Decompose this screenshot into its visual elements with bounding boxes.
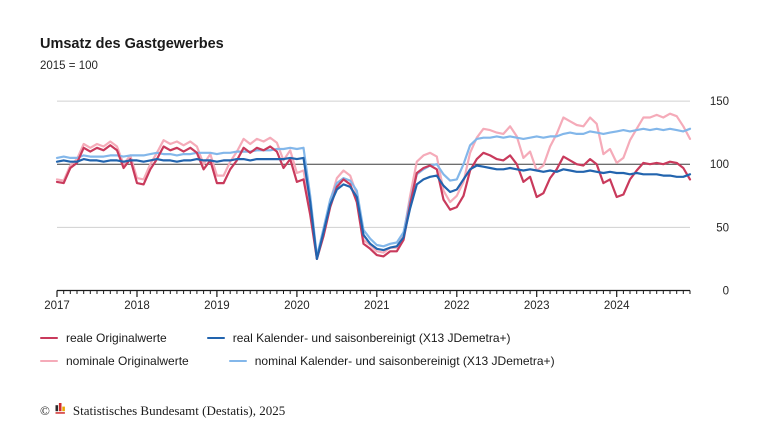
source-attribution: © Statistisches Bundesamt (Destatis), 20…: [40, 402, 285, 419]
series-lines: [55, 112, 692, 260]
legend-swatch-icon: [40, 336, 58, 340]
chart-legend: reale Originalwerte real Kalender- und s…: [40, 331, 555, 368]
x-tick-label-2023: 2023: [524, 300, 550, 312]
legend-swatch-icon: [206, 336, 225, 340]
legend-label: real Kalender- und saisonbereinigt (X13 …: [232, 331, 511, 345]
legend-item-real-saisonbereinigt[interactable]: real Kalender- und saisonbereinigt (X13 …: [206, 331, 511, 345]
source-text: Statistisches Bundesamt (Destatis), 2025: [72, 402, 286, 418]
legend-swatch-icon: [228, 359, 247, 363]
x-tick-label-2021: 2021: [364, 300, 390, 312]
x-tick-label-2017: 2017: [44, 300, 70, 312]
legend-row: reale Originalwerte real Kalender- und s…: [40, 331, 555, 345]
x-axis: [56, 289, 691, 297]
y-tick-label-0: 0: [723, 286, 729, 298]
y-tick-label-100: 100: [710, 159, 729, 171]
page-title: Umsatz des Gastgewerbes: [40, 36, 224, 52]
legend-item-reale-originalwerte[interactable]: reale Originalwerte: [40, 331, 167, 345]
legend-label: nominale Originalwerte: [66, 354, 189, 368]
series-line-reale-originalwerte: [55, 144, 692, 260]
x-axis-labels: 2017 2018 2019 2020 2021 2022 2023 2024: [44, 300, 630, 312]
legend-item-nominale-originalwerte[interactable]: nominale Originalwerte: [40, 354, 189, 368]
x-tick-label-2019: 2019: [204, 300, 230, 312]
x-tick-label-2018: 2018: [124, 300, 150, 312]
legend-label: nominal Kalender- und saisonbereinigt (X…: [254, 354, 555, 368]
legend-label: reale Originalwerte: [66, 331, 167, 345]
legend-row: nominale Originalwerte nominal Kalender-…: [40, 354, 555, 368]
series-line-nominal-saisonbereinigt: [55, 127, 692, 258]
x-tick-label-2020: 2020: [284, 300, 310, 312]
series-line-real-saisonbereinigt: [55, 156, 692, 260]
y-tick-label-150: 150: [710, 96, 729, 108]
legend-item-nominal-saisonbereinigt[interactable]: nominal Kalender- und saisonbereinigt (X…: [228, 354, 555, 368]
legend-swatch-icon: [40, 359, 58, 363]
copyright-symbol: ©: [40, 402, 50, 418]
y-tick-label-50: 50: [716, 222, 729, 234]
x-tick-label-2022: 2022: [444, 300, 470, 312]
x-tick-label-2024: 2024: [604, 300, 630, 312]
y-axis-labels: 0 50 100 150: [710, 96, 729, 297]
series-line-nominale-originalwerte: [55, 112, 692, 258]
page-subtitle: 2015 = 100: [40, 60, 98, 72]
destatis-logo-icon: [55, 402, 68, 419]
